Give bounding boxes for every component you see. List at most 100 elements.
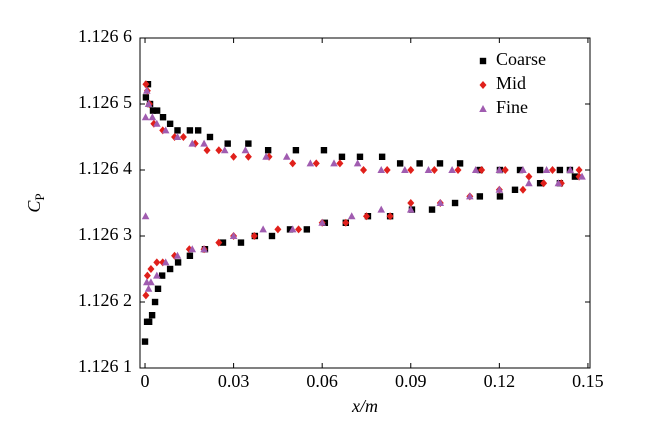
x-tick-label: 0.15	[572, 371, 604, 391]
data-point	[424, 166, 433, 173]
data-point	[147, 278, 155, 286]
data-point	[203, 146, 211, 155]
data-point	[566, 166, 575, 173]
x-tick-label: 0.06	[306, 371, 338, 391]
data-point	[456, 160, 464, 167]
legend-label: Mid	[496, 73, 526, 93]
data-point	[179, 133, 187, 141]
data-point	[188, 245, 197, 253]
data-point	[141, 338, 149, 345]
data-point	[220, 146, 229, 154]
legend-marker	[479, 57, 487, 65]
data-point	[495, 185, 504, 193]
y-tick-label: 1.126 4	[78, 158, 132, 178]
x-tick-label: 0.09	[395, 371, 427, 391]
data-point	[401, 166, 409, 173]
data-point	[295, 225, 303, 234]
data-point	[219, 239, 227, 246]
y-axis-label: CP	[24, 193, 47, 212]
x-axis-label: x/m	[351, 396, 378, 416]
legend-marker	[479, 81, 487, 89]
data-point	[186, 127, 194, 134]
x-tick-label: 0	[141, 371, 150, 391]
data-point	[495, 166, 504, 173]
data-point	[142, 291, 150, 300]
data-point	[274, 225, 282, 234]
data-point	[245, 140, 252, 147]
data-point	[396, 160, 404, 167]
data-point	[448, 166, 456, 173]
data-point	[244, 152, 252, 161]
data-point	[158, 272, 166, 279]
data-point	[250, 232, 258, 240]
data-point	[148, 113, 157, 121]
y-axis-label-main: C	[24, 200, 44, 213]
data-point	[377, 166, 386, 173]
data-point	[478, 166, 486, 174]
data-point	[200, 139, 208, 147]
plot-frame	[139, 37, 591, 369]
data-point	[320, 147, 328, 154]
data-point	[166, 265, 174, 273]
data-point	[436, 160, 444, 167]
data-point	[153, 258, 161, 267]
data-point	[303, 226, 311, 233]
legend-label: Coarse	[496, 49, 546, 69]
data-point	[378, 153, 386, 160]
data-point	[288, 225, 297, 233]
data-point	[186, 252, 194, 259]
y-axis-label-sub: P	[32, 193, 47, 200]
data-point	[347, 212, 356, 220]
data-point	[241, 146, 250, 154]
data-point	[145, 318, 153, 325]
data-point	[353, 159, 362, 167]
data-point	[377, 205, 386, 213]
data-point	[496, 193, 504, 200]
data-point	[237, 239, 245, 246]
data-point	[151, 298, 159, 306]
y-tick-label: 1.126 5	[78, 92, 132, 112]
data-point	[224, 140, 231, 147]
data-point	[338, 153, 346, 160]
legend-label: Fine	[496, 97, 528, 117]
data-point	[575, 166, 583, 174]
data-point	[342, 218, 350, 227]
data-point	[264, 147, 272, 154]
data-point	[318, 218, 326, 226]
data-point	[525, 172, 533, 181]
data-point	[144, 284, 153, 292]
data-point	[542, 166, 551, 173]
data-point	[476, 193, 484, 200]
data-point	[362, 212, 370, 221]
data-point	[578, 172, 586, 180]
data-point	[141, 212, 150, 220]
x-tick-label: 0.03	[218, 371, 250, 391]
data-point	[173, 251, 182, 259]
data-point	[407, 199, 415, 207]
data-point	[536, 180, 544, 187]
data-point	[142, 94, 150, 101]
data-point	[148, 312, 156, 319]
data-point	[519, 166, 527, 173]
y-tick-label: 1.126 6	[78, 26, 132, 46]
data-point	[174, 259, 182, 266]
data-point	[556, 166, 564, 174]
data-point	[153, 271, 161, 279]
data-point	[436, 199, 445, 206]
data-point	[173, 133, 182, 140]
data-point	[428, 206, 436, 213]
data-point	[306, 159, 315, 167]
data-point	[161, 258, 170, 266]
data-point	[147, 265, 155, 273]
data-point	[268, 232, 276, 240]
data-point	[360, 166, 368, 174]
y-tick-label: 1.126 2	[78, 290, 132, 310]
data-point	[153, 119, 161, 127]
data-point	[330, 159, 338, 167]
data-point	[262, 152, 270, 160]
data-point	[161, 126, 170, 134]
data-point	[153, 107, 161, 114]
data-point	[430, 166, 438, 174]
data-point	[454, 166, 462, 174]
